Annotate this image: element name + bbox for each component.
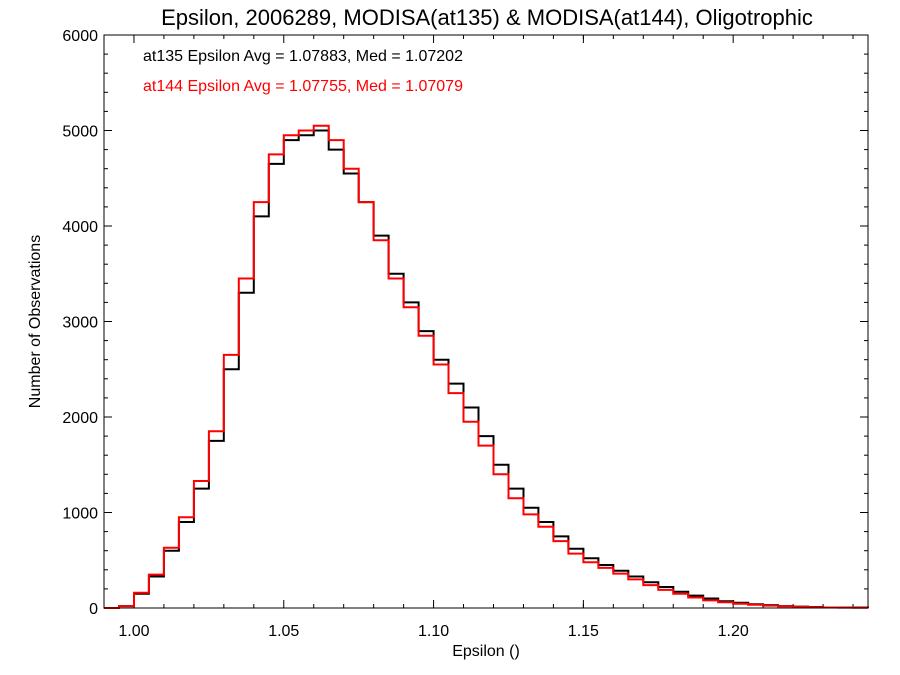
x-tick-label: 1.05 (268, 623, 299, 640)
series-group (104, 124, 869, 609)
x-tick-label: 1.10 (418, 623, 449, 640)
legend-text-at135: at135 Epsilon Avg = 1.07883, Med = 1.072… (143, 48, 463, 65)
x-tick-label: 1.00 (118, 623, 149, 640)
x-tick-label: 1.20 (718, 623, 749, 640)
axis-ticks (103, 34, 868, 609)
y-tick-label: 0 (89, 601, 98, 618)
legend-text-at144: at144 Epsilon Avg = 1.07755, Med = 1.070… (143, 78, 463, 95)
y-tick-label: 5000 (62, 124, 98, 141)
y-axis-label: Number of Observations (27, 235, 44, 408)
tick-labels: 0 1000 2000 3000 4000 5000 6000 1.00 1.05 1.10 1.1… (62, 28, 748, 640)
y-tick-label: 6000 (62, 28, 98, 45)
series-line-at144 (104, 124, 869, 609)
x-axis-label: Epsilon () (452, 643, 520, 660)
y-tick-label: 1000 (62, 506, 98, 523)
plot-frame (103, 34, 869, 609)
chart-title: Epsilon, 2006289, MODISA(at135) & MODISA… (161, 5, 813, 30)
x-tick-label: 1.15 (568, 623, 599, 640)
y-tick-label: 4000 (62, 219, 98, 236)
y-tick-label: 2000 (62, 410, 98, 427)
y-tick-label: 3000 (62, 315, 98, 332)
series-line-at135 (104, 129, 869, 609)
